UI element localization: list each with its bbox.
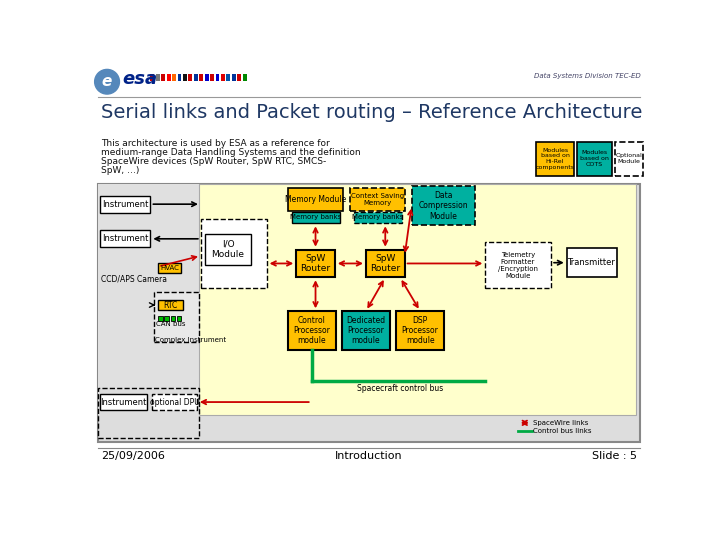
Text: Slide : 5: Slide : 5: [592, 451, 637, 461]
Text: Modules
based on
COTS: Modules based on COTS: [580, 151, 609, 167]
Bar: [164, 316, 169, 321]
Text: CCD/APS Camera: CCD/APS Camera: [101, 274, 167, 284]
Text: SpaceWire devices (SpW Router, SpW RTC, SMCS-: SpaceWire devices (SpW Router, SpW RTC, …: [101, 157, 326, 166]
Bar: [215, 74, 220, 81]
Bar: [210, 74, 214, 81]
Bar: [204, 234, 251, 265]
Bar: [167, 74, 171, 81]
Text: Memory banks: Memory banks: [352, 214, 403, 220]
Text: This architecture is used by ESA as a reference for: This architecture is used by ESA as a re…: [101, 139, 330, 148]
Bar: [183, 74, 187, 81]
Text: RTC: RTC: [163, 301, 178, 309]
Text: 25/09/2006: 25/09/2006: [101, 451, 165, 461]
Bar: [287, 311, 336, 350]
Bar: [172, 74, 176, 81]
Bar: [199, 74, 203, 81]
Text: Modules
based on
Hi-Rel
components: Modules based on Hi-Rel components: [536, 147, 575, 170]
Text: Memory Module: Memory Module: [285, 195, 346, 204]
Bar: [366, 249, 405, 278]
Bar: [577, 142, 612, 177]
Bar: [396, 311, 444, 350]
Bar: [204, 74, 209, 81]
Circle shape: [94, 70, 120, 94]
Text: Instrument: Instrument: [102, 234, 148, 244]
Bar: [342, 311, 390, 350]
Text: Telemetry
Formatter
/Encryption
Module: Telemetry Formatter /Encryption Module: [498, 252, 538, 279]
Text: I/O
Module: I/O Module: [212, 240, 245, 259]
Text: Instrument: Instrument: [102, 200, 148, 208]
Text: Complex Instrument: Complex Instrument: [155, 338, 226, 343]
Bar: [100, 195, 150, 213]
Text: Transmitter: Transmitter: [567, 258, 616, 267]
Text: SpaceWire links: SpaceWire links: [534, 420, 589, 426]
Text: esa: esa: [122, 70, 158, 87]
Bar: [615, 142, 642, 177]
Text: medium-range Data Handling Systems and the definition: medium-range Data Handling Systems and t…: [101, 148, 361, 157]
Text: Control bus links: Control bus links: [534, 428, 592, 434]
Text: Spacecraft control bus: Spacecraft control bus: [357, 384, 443, 393]
Text: SpW
Router: SpW Router: [300, 254, 330, 273]
Bar: [354, 212, 402, 224]
Text: Introduction: Introduction: [336, 451, 402, 461]
Bar: [412, 186, 475, 225]
Bar: [296, 249, 335, 278]
Text: Optional
Module: Optional Module: [616, 153, 642, 164]
Text: e: e: [102, 74, 112, 89]
Text: optional DPU: optional DPU: [150, 397, 199, 407]
Bar: [199, 184, 636, 415]
Bar: [100, 394, 147, 410]
Bar: [189, 74, 192, 81]
Bar: [152, 394, 197, 410]
Bar: [567, 248, 617, 278]
Bar: [232, 74, 235, 81]
Text: DSP
Processor
module: DSP Processor module: [402, 315, 438, 346]
Bar: [177, 316, 181, 321]
Text: HVAC: HVAC: [161, 265, 179, 271]
Text: Serial links and Packet routing – Reference Architecture: Serial links and Packet routing – Refere…: [101, 103, 642, 122]
Bar: [178, 74, 181, 81]
Bar: [350, 188, 405, 211]
Bar: [536, 142, 575, 177]
Bar: [485, 242, 551, 288]
Bar: [158, 316, 163, 321]
Text: Data Systems Division TEC-ED: Data Systems Division TEC-ED: [534, 72, 640, 79]
Bar: [98, 184, 640, 442]
Text: Dedicated
Processor
module: Dedicated Processor module: [346, 315, 385, 346]
Bar: [154, 292, 199, 342]
Bar: [150, 74, 154, 81]
Bar: [201, 219, 266, 288]
Bar: [158, 264, 181, 273]
Bar: [158, 300, 183, 310]
Bar: [98, 388, 199, 438]
Bar: [292, 212, 340, 224]
Bar: [156, 74, 160, 81]
Text: SpW
Router: SpW Router: [370, 254, 400, 273]
Bar: [161, 74, 165, 81]
Bar: [287, 188, 343, 211]
Text: Memory banks: Memory banks: [290, 214, 341, 220]
Text: SpW, …): SpW, …): [101, 166, 139, 176]
Bar: [243, 74, 246, 81]
Bar: [194, 74, 198, 81]
Text: CAN bus: CAN bus: [156, 321, 185, 327]
Bar: [238, 74, 241, 81]
Bar: [100, 231, 150, 247]
Bar: [98, 184, 199, 415]
Bar: [171, 316, 175, 321]
Bar: [226, 74, 230, 81]
Text: Context Saving
Memory: Context Saving Memory: [351, 193, 404, 206]
Text: Instrument: Instrument: [100, 397, 146, 407]
Text: Data
Compression
Module: Data Compression Module: [418, 191, 468, 221]
Text: Control
Processor
module: Control Processor module: [293, 315, 330, 346]
Bar: [221, 74, 225, 81]
